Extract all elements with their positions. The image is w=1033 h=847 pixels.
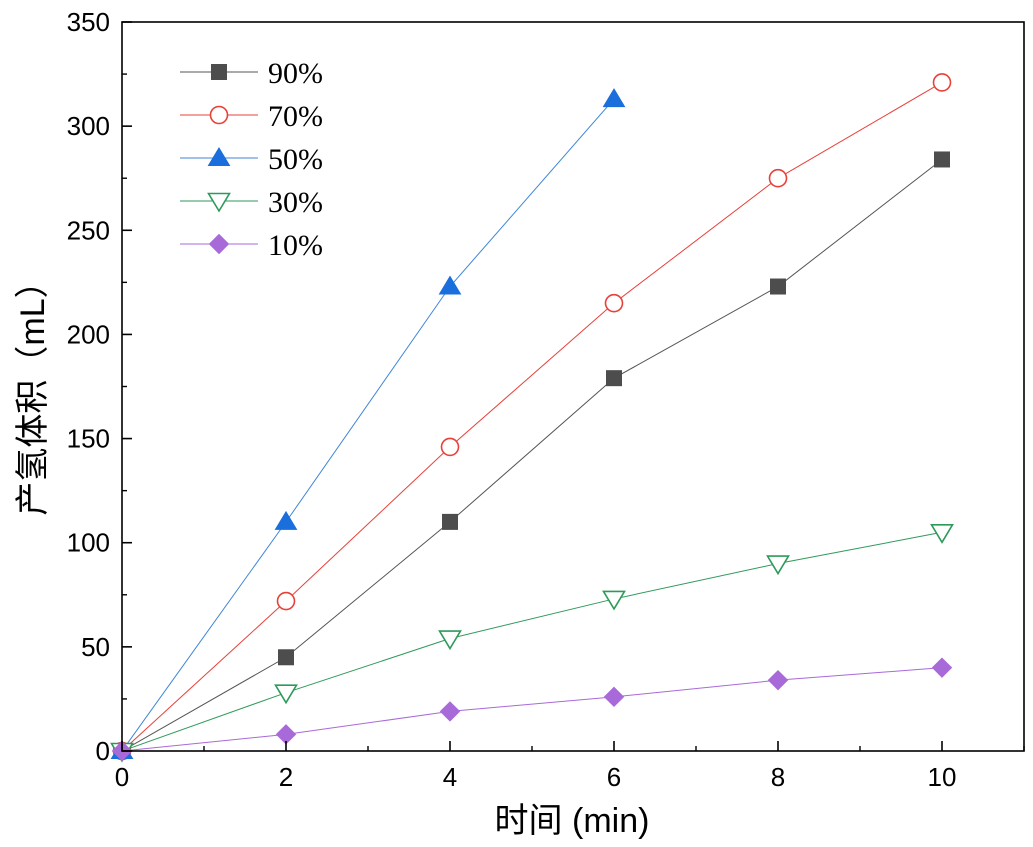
data-point xyxy=(770,278,786,295)
legend-label: 30% xyxy=(268,186,323,219)
data-point xyxy=(930,523,954,544)
legend-label: 90% xyxy=(268,57,323,90)
legend-marker xyxy=(208,233,230,255)
data-point xyxy=(767,669,789,691)
series-line-3 xyxy=(121,531,943,752)
legend: 90% 70% 50% 30% 10% xyxy=(180,57,323,262)
x-tick-label: 0 xyxy=(115,762,129,792)
data-point xyxy=(274,684,298,705)
series-line-1 xyxy=(121,81,943,752)
data-point xyxy=(275,724,297,745)
legend-label: 10% xyxy=(268,229,323,262)
data-point xyxy=(603,686,625,708)
data-point xyxy=(766,555,790,576)
data-point xyxy=(932,73,952,92)
y-axis-title: 产氢体积（mL） xyxy=(14,264,52,515)
series-1 xyxy=(112,73,952,761)
legend-label: 50% xyxy=(268,143,323,176)
data-point xyxy=(278,649,294,666)
x-tick-label: 6 xyxy=(607,762,621,792)
y-tick-label: 250 xyxy=(67,215,110,245)
y-tick-label: 200 xyxy=(67,319,110,349)
x-tick-label: 10 xyxy=(928,762,957,792)
series-2 xyxy=(110,88,626,759)
legend-marker xyxy=(207,192,231,213)
y-tick-label: 0 xyxy=(96,736,110,766)
data-point xyxy=(934,151,950,168)
y-tick-label: 100 xyxy=(67,528,110,558)
x-axis-title: 时间 (min) xyxy=(495,802,650,840)
data-point xyxy=(438,275,462,295)
legend-label: 70% xyxy=(268,100,323,133)
y-tick-label: 50 xyxy=(81,632,110,662)
x-tick-label: 8 xyxy=(771,762,785,792)
data-point xyxy=(274,510,298,530)
legend-entry-1: 70% xyxy=(180,100,323,133)
legend-entry-3: 30% xyxy=(180,186,323,219)
data-point xyxy=(276,591,296,611)
series-4 xyxy=(111,657,953,762)
series-line-4 xyxy=(121,667,943,752)
legend-marker xyxy=(207,147,231,166)
data-point xyxy=(440,437,460,457)
legend-marker xyxy=(209,105,229,125)
data-point xyxy=(439,701,461,722)
plot-frame xyxy=(121,21,1025,752)
plot-layer xyxy=(110,73,954,763)
y-tick-label: 350 xyxy=(67,7,110,37)
data-point xyxy=(606,370,622,387)
data-point xyxy=(602,88,626,108)
data-point xyxy=(438,630,462,651)
data-point xyxy=(931,657,953,678)
y-tick-label: 150 xyxy=(67,424,110,454)
data-point xyxy=(768,168,788,188)
legend-marker xyxy=(211,64,227,80)
x-tick-label: 4 xyxy=(443,762,457,792)
y-tick-label: 300 xyxy=(67,111,110,141)
data-point xyxy=(604,293,624,313)
legend-entry-2: 50% xyxy=(180,143,323,176)
data-point xyxy=(442,513,458,530)
series-line-2 xyxy=(121,98,615,752)
legend-entry-4: 10% xyxy=(180,229,323,262)
series-3 xyxy=(110,523,954,763)
data-point xyxy=(602,590,626,611)
x-tick-label: 2 xyxy=(279,762,293,792)
series-line-0 xyxy=(121,159,943,752)
series-0 xyxy=(114,151,950,759)
legend-entry-0: 90% xyxy=(180,57,323,90)
